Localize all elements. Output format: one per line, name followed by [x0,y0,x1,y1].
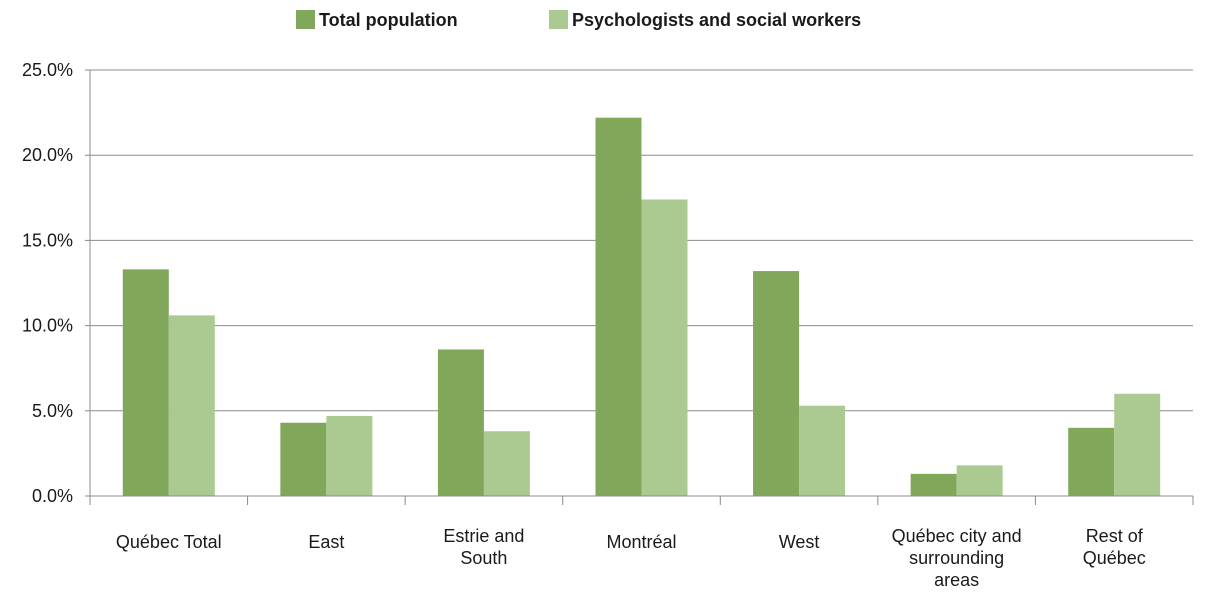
y-tick-label: 5.0% [32,401,73,421]
legend-total-population-label: Total population [319,10,458,30]
x-category-label-line: South [460,548,507,568]
bar-total-population [280,422,327,496]
x-category-label-line: East [308,532,344,552]
bar-psychologists-social-workers [168,315,215,496]
y-tick-label: 0.0% [32,486,73,506]
bar-psychologists-social-workers [641,199,688,496]
legend-psychologists-social-workers-swatch [549,10,568,29]
bar-psychologists-social-workers [483,431,530,496]
bar-psychologists-social-workers [956,465,1003,496]
y-tick-label: 25.0% [22,60,73,80]
x-category-label: Québec Total [116,532,222,552]
bar-total-population [122,269,169,496]
x-category-label: Montréal [606,532,676,552]
x-category-label: Estrie and South [443,526,524,568]
bar-total-population [753,271,800,496]
x-axis: Québec Total East Estrie and South Montréal W… [89,495,1194,590]
bar-total-population [595,117,642,496]
x-category-label-line: Québec [1083,548,1146,568]
x-category-label-line: surrounding [909,548,1004,568]
bar-psychologists-social-workers [326,415,373,496]
y-tick-label: 20.0% [22,145,73,165]
bar-total-population [1068,427,1115,496]
bars [122,117,1161,496]
x-category-label: Québec city and surrounding areas [892,526,1022,590]
x-category-label-line: Québec Total [116,532,222,552]
x-category-label-line: Montréal [606,532,676,552]
legend: Total population Psychologists and social… [296,10,861,30]
bar-total-population [437,349,484,496]
bar-psychologists-social-workers [1114,393,1161,496]
bar-total-population [910,473,957,496]
legend-psychologists-social-workers-label: Psychologists and social workers [572,10,861,30]
x-category-label-line: Québec city and [892,526,1022,546]
y-axis: 0.0% 5.0% 10.0% 15.0% 20.0% 25.0% [22,60,91,506]
x-category-label: Rest of Québec [1083,526,1146,568]
y-tick-label: 10.0% [22,316,73,336]
legend-total-population-swatch [296,10,315,29]
x-category-label-line: Rest of [1086,526,1144,546]
x-category-label: West [779,532,820,552]
x-category-label: East [308,532,344,552]
x-category-label-line: West [779,532,820,552]
x-category-label-line: Estrie and [443,526,524,546]
bar-psychologists-social-workers [799,405,846,496]
y-tick-label: 15.0% [22,230,73,250]
x-category-label-line: areas [934,570,979,590]
